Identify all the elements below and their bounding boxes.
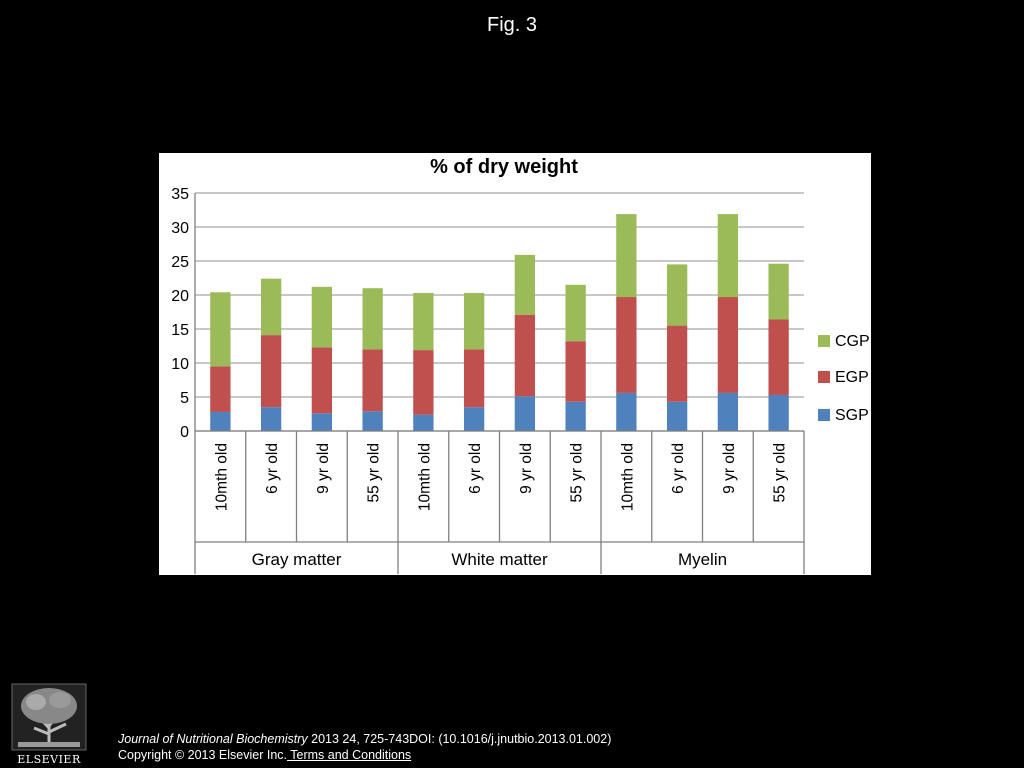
bar-cgp-segment	[260, 278, 282, 336]
figure-label: Fig. 3	[486, 14, 538, 36]
bar-sgp-segment	[362, 411, 383, 431]
bar-egp-segment	[616, 297, 637, 393]
bars	[210, 214, 789, 431]
bar-egp-segment	[514, 314, 536, 397]
y-tick-label: 30	[171, 220, 189, 237]
x-tick-label: 55 yr old	[772, 443, 789, 502]
y-tick-label: 35	[171, 186, 189, 203]
citation-line: Journal of Nutritional Biochemistry 2013…	[118, 731, 611, 747]
group-label: Myelin	[678, 550, 727, 569]
legend-swatch-cgp	[818, 335, 830, 347]
copyright-line: Copyright © 2013 Elsevier Inc. Terms and…	[118, 747, 611, 763]
y-tick-label: 5	[180, 390, 189, 407]
x-tick-label: 10mth old	[416, 443, 433, 511]
x-tick-label: 6 yr old	[670, 443, 687, 494]
bar-egp-segment	[413, 350, 434, 415]
x-tick-label: 6 yr old	[264, 443, 281, 494]
bar-cgp-segment	[210, 292, 231, 367]
bar-sgp-segment	[463, 407, 485, 431]
x-tick-label: 55 yr old	[366, 443, 383, 502]
chart-title: % of dry weight	[430, 156, 578, 178]
bar-cgp-segment	[463, 292, 485, 350]
bar-sgp-segment	[260, 407, 282, 431]
terms-and-conditions-link[interactable]: Terms and Conditions	[287, 748, 412, 762]
bar-cgp-segment	[311, 286, 333, 348]
legend: CGP EGP SGP	[818, 333, 870, 424]
legend-label-egp: EGP	[835, 369, 869, 386]
group-label: Gray matter	[252, 550, 342, 569]
copyright-text: Copyright © 2013 Elsevier Inc.	[118, 748, 288, 762]
bar-sgp-segment	[514, 396, 536, 431]
bar-sgp-segment	[210, 411, 231, 431]
axes: 0 5 10 15 20 25 30 35 10mth old 6 yr old 9 yr old 5…	[171, 186, 805, 574]
bar-egp-segment	[565, 341, 586, 402]
bar-sgp-segment	[768, 394, 789, 431]
bar-sgp-segment	[717, 392, 739, 431]
legend-label-cgp: CGP	[835, 333, 870, 350]
journal-name: Journal of Nutritional Biochemistry	[118, 732, 308, 746]
bar-cgp-segment	[514, 254, 536, 315]
x-tick-label: 9 yr old	[721, 443, 738, 494]
bar-sgp-segment	[565, 401, 586, 431]
bar-cgp-segment	[666, 264, 688, 326]
x-tick-label: 6 yr old	[467, 443, 484, 494]
bar-cgp-segment	[717, 214, 739, 298]
legend-swatch-egp	[818, 371, 830, 383]
legend-swatch-sgp	[818, 409, 830, 421]
x-tick-label: 10mth old	[213, 443, 230, 511]
bar-cgp-segment	[616, 214, 637, 298]
chart-panel: % of dry weight 0 5 10 15 20 25 30 35 10mth old 6…	[159, 153, 871, 575]
x-tick-label: 9 yr old	[315, 443, 332, 494]
elsevier-logo-text: ELSEVIER	[17, 753, 81, 766]
x-tick-label: 55 yr old	[569, 443, 586, 502]
bar-sgp-segment	[413, 414, 434, 431]
y-tick-label: 25	[171, 254, 189, 271]
gridlines	[195, 192, 804, 432]
citation-details: 2013 24, 725-743DOI: (10.1016/j.jnutbio.…	[307, 732, 612, 746]
bar-egp-segment	[311, 347, 333, 414]
bar-egp-segment	[666, 325, 688, 402]
y-tick-label: 20	[171, 288, 189, 305]
bar-sgp-segment	[666, 401, 688, 431]
bar-egp-segment	[463, 349, 485, 408]
bar-egp-segment	[260, 335, 282, 408]
y-tick-label: 15	[171, 322, 189, 339]
bar-egp-segment	[768, 319, 789, 395]
y-tick-label: 10	[171, 356, 189, 373]
x-tick-label: 10mth old	[619, 443, 636, 511]
bar-egp-segment	[362, 349, 383, 412]
bar-sgp-segment	[311, 413, 333, 431]
legend-label-sgp: SGP	[835, 407, 869, 424]
bar-cgp-segment	[413, 292, 434, 351]
bar-cgp-segment	[565, 284, 586, 342]
group-label: White matter	[451, 550, 548, 569]
x-tick-label: 9 yr old	[518, 443, 535, 494]
bar-cgp-segment	[362, 288, 383, 350]
bar-egp-segment	[717, 297, 739, 393]
bar-sgp-segment	[616, 392, 637, 431]
bar-cgp-segment	[768, 263, 789, 320]
elsevier-logo: ELSEVIER	[11, 683, 87, 766]
bar-egp-segment	[210, 366, 231, 412]
stacked-bar-chart: % of dry weight 0 5 10 15 20 25 30 35 10mth old 6…	[171, 156, 870, 574]
citation-block: Journal of Nutritional Biochemistry 2013…	[118, 731, 611, 763]
y-tick-label: 0	[180, 424, 189, 441]
